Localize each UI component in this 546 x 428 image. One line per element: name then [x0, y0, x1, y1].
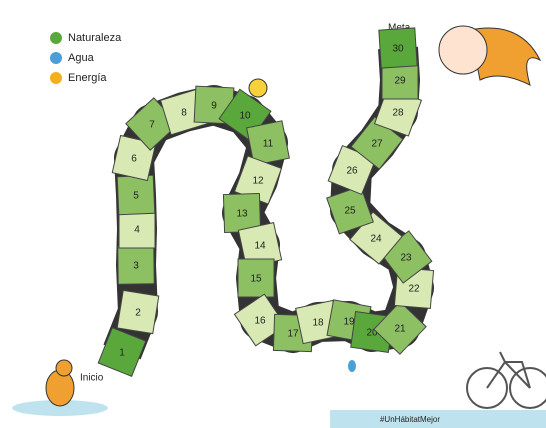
square-number: 26 — [346, 166, 358, 177]
square-number: 2 — [135, 308, 141, 319]
square-number: 12 — [252, 176, 264, 187]
square-number: 27 — [371, 139, 383, 150]
square-number: 29 — [394, 76, 406, 87]
hashtag: #UnHábitatMejor — [380, 415, 440, 424]
square-number: 18 — [312, 318, 324, 329]
square-number: 22 — [408, 284, 420, 295]
square-number: 17 — [287, 329, 299, 340]
square-number: 4 — [134, 225, 140, 236]
legend-label: Agua — [68, 52, 95, 64]
water-drop — [348, 360, 356, 372]
square-number: 10 — [239, 111, 251, 122]
game-board: #UnHábitatMejor Inicio Meta 123456789101… — [0, 0, 546, 428]
square-number: 24 — [370, 234, 382, 245]
square-number: 13 — [236, 209, 248, 220]
legend-dot — [50, 52, 62, 64]
square-number: 25 — [344, 206, 356, 217]
square-number: 11 — [263, 139, 274, 150]
legend-label: Naturaleza — [68, 32, 122, 44]
square-number: 30 — [392, 44, 404, 55]
legend-dot — [50, 32, 62, 44]
square-number: 5 — [133, 191, 139, 202]
square-number: 7 — [149, 120, 155, 131]
square-number: 1 — [119, 348, 125, 359]
dog-head — [56, 360, 72, 376]
face — [439, 26, 487, 74]
square-number: 9 — [211, 101, 217, 112]
square-number: 16 — [254, 316, 266, 327]
square-number: 15 — [250, 274, 262, 285]
square-number: 8 — [181, 108, 187, 119]
start-label: Inicio — [80, 373, 104, 384]
legend-dot — [50, 72, 62, 84]
bulb — [249, 79, 267, 97]
square-number: 6 — [131, 154, 137, 165]
square-number: 21 — [394, 324, 406, 335]
square-number: 14 — [254, 241, 266, 252]
square-number: 23 — [400, 253, 412, 264]
square-number: 3 — [133, 261, 139, 272]
legend-label: Energía — [68, 72, 107, 84]
square-number: 28 — [392, 108, 404, 119]
